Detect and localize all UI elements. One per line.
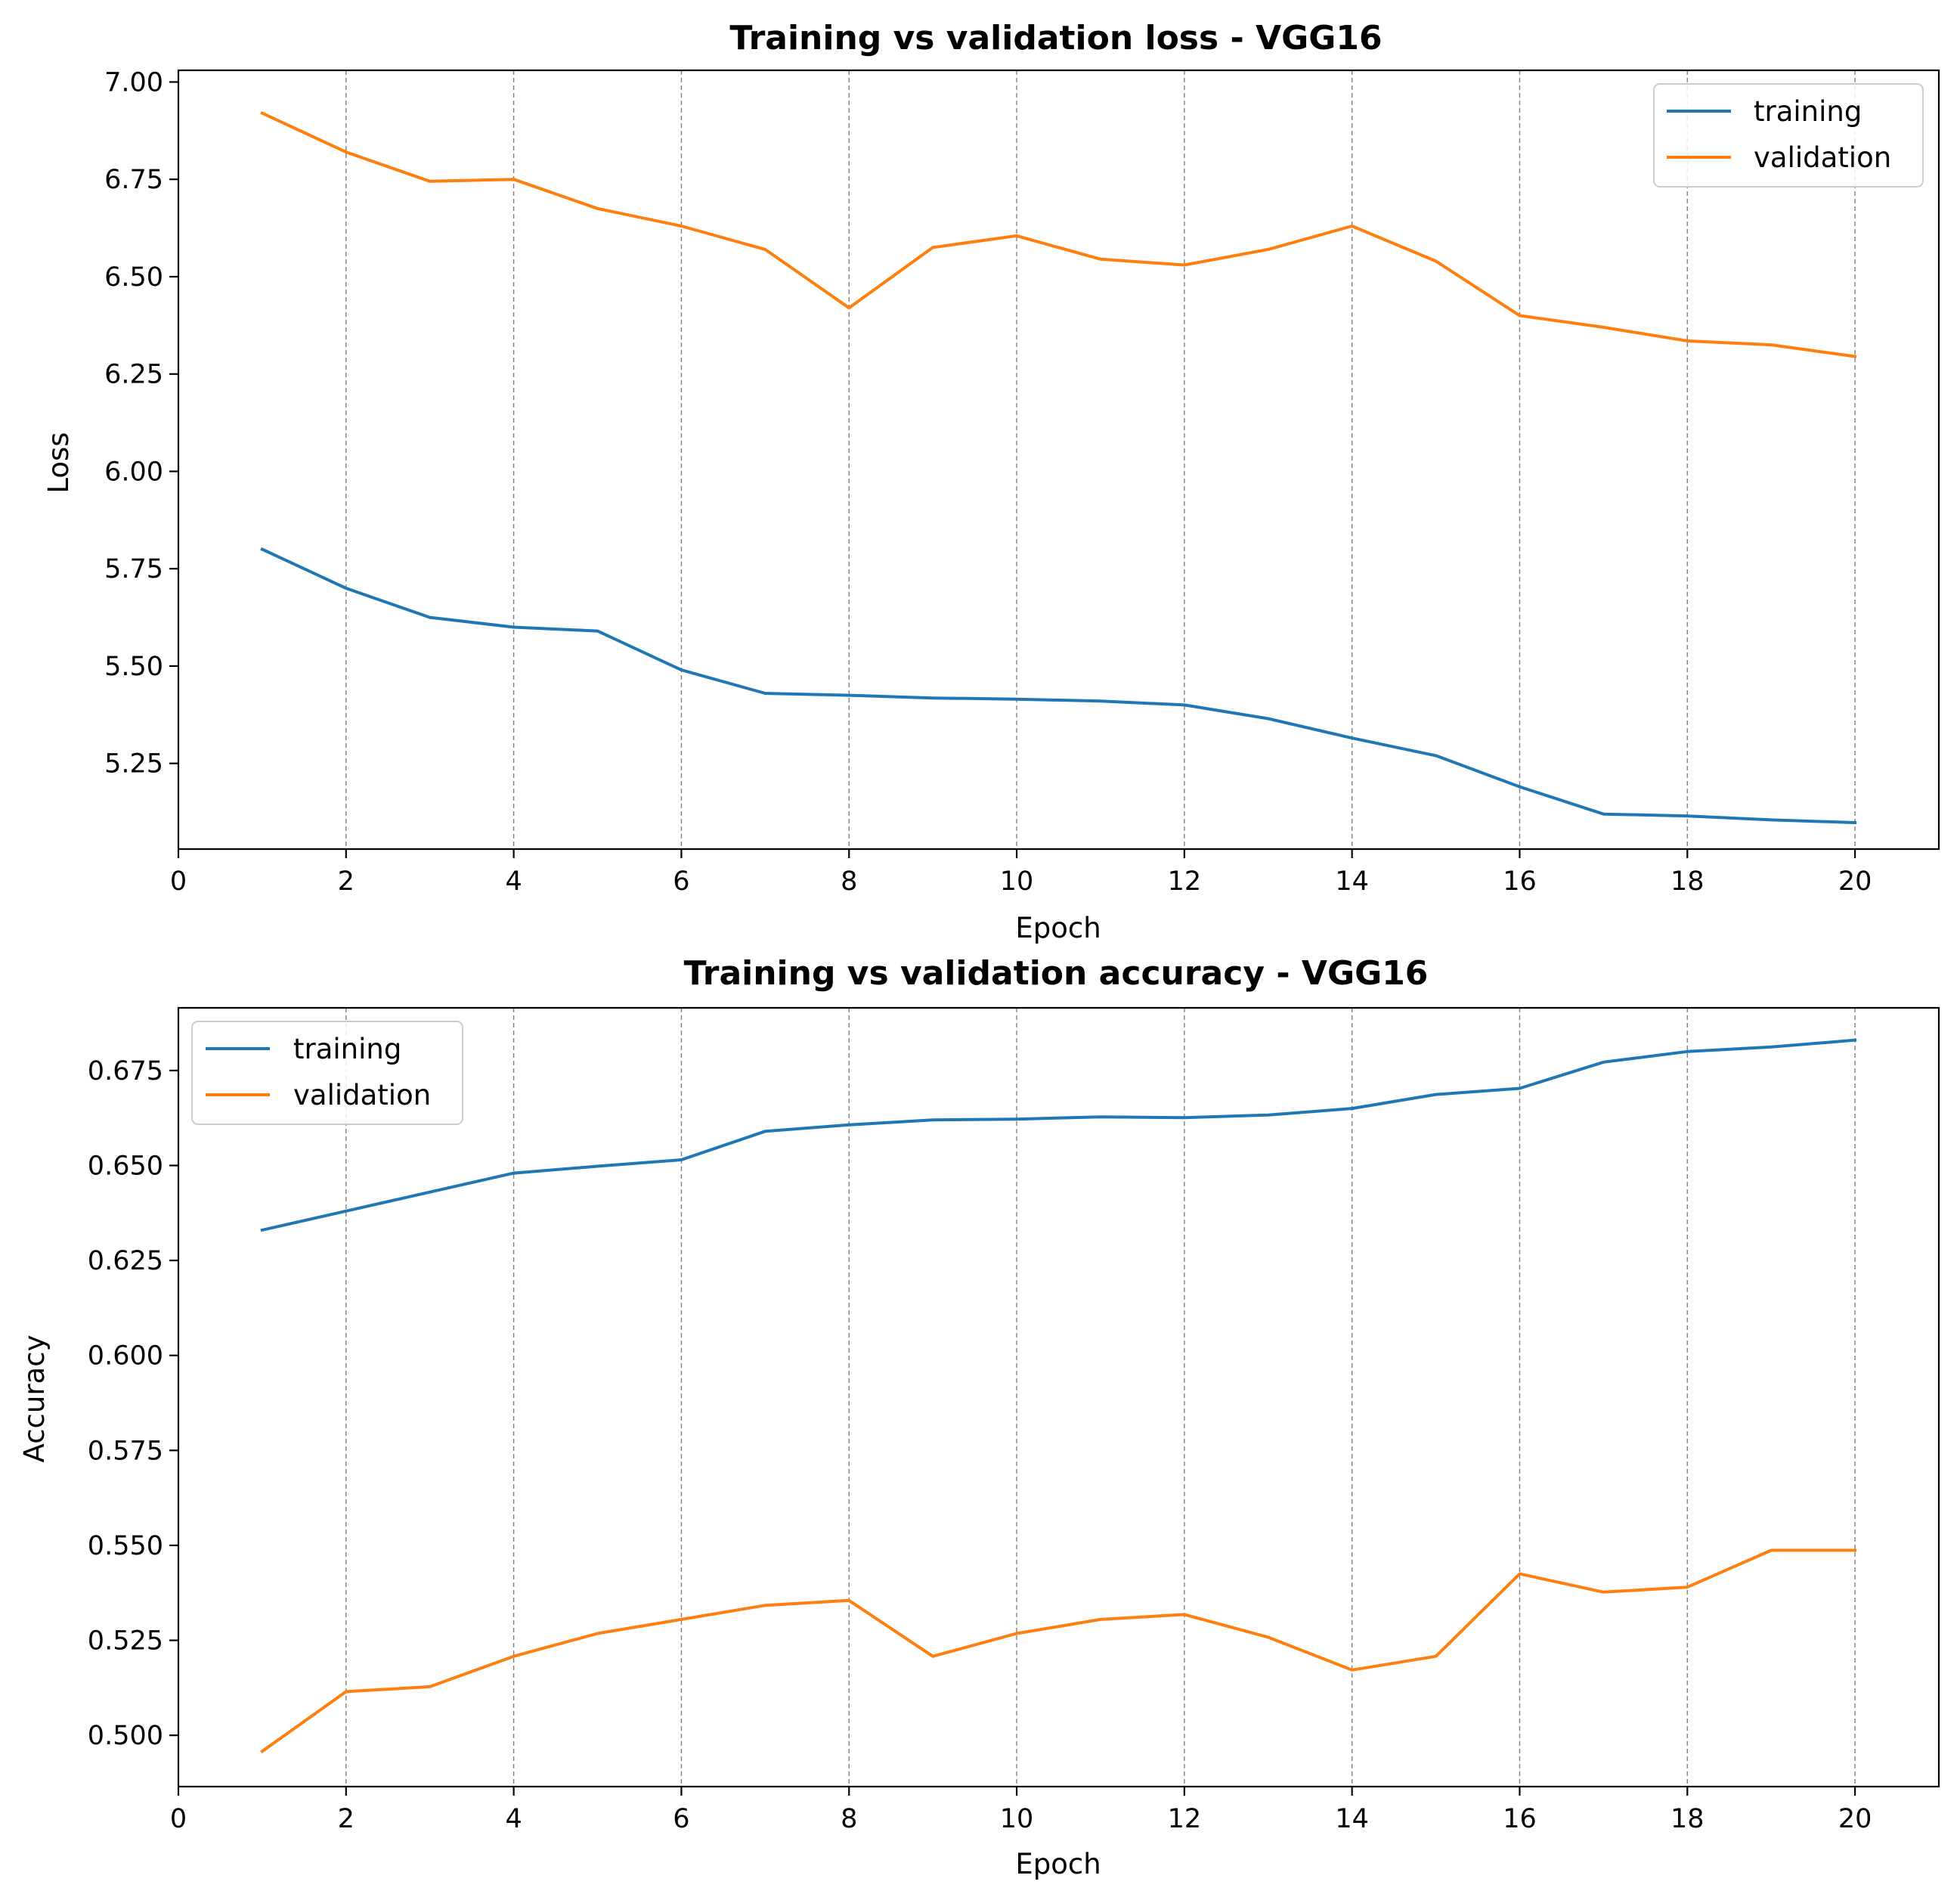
loss-x-tick-label-6: 6 <box>673 866 689 897</box>
accuracy-chart: Training vs validation accuracy - VGG16 … <box>18 954 1940 1880</box>
loss-series <box>260 111 1857 825</box>
accuracy-y-tick-label-0.525: 0.525 <box>88 1626 163 1657</box>
loss-y-tick-label-5.50: 5.50 <box>104 652 163 682</box>
loss-legend-label-validation: validation <box>1754 141 1891 174</box>
loss-y-tick-label-5.75: 5.75 <box>104 554 163 584</box>
loss-series-validation-line <box>260 111 1857 358</box>
accuracy-y-tick-label-0.675: 0.675 <box>88 1056 163 1086</box>
accuracy-x-tick-label-10: 10 <box>1000 1804 1034 1834</box>
loss-x-tick-label-20: 20 <box>1838 866 1872 897</box>
loss-x-tick-label-4: 4 <box>505 866 522 897</box>
accuracy-x-tick-label-4: 4 <box>505 1804 522 1834</box>
accuracy-plot-frame <box>177 1006 1940 1788</box>
loss-y-tick-label-5.25: 5.25 <box>104 749 163 780</box>
accuracy-legend-label-training: training <box>293 1033 401 1065</box>
loss-x-tick-label-10: 10 <box>1000 866 1034 897</box>
loss-x-axis-label: Epoch <box>1015 912 1101 944</box>
accuracy-series <box>260 1038 1857 1754</box>
loss-y-tick-label-6.75: 6.75 <box>104 165 163 195</box>
accuracy-series-training-line <box>260 1038 1857 1232</box>
loss-y-tick-label-6.50: 6.50 <box>104 262 163 293</box>
accuracy-series-validation-line <box>260 1548 1857 1754</box>
accuracy-x-tick-label-12: 12 <box>1168 1804 1202 1834</box>
loss-x-tick-label-0: 0 <box>170 866 187 897</box>
loss-x-tick-label-14: 14 <box>1335 866 1369 897</box>
loss-x-tick-label-16: 16 <box>1503 866 1537 897</box>
accuracy-y-tick-label-0.650: 0.650 <box>88 1151 163 1182</box>
accuracy-legend-label-validation: validation <box>293 1079 431 1111</box>
accuracy-x-tick-label-2: 2 <box>338 1804 355 1834</box>
accuracy-grid <box>345 1008 1856 1787</box>
loss-series-training-line <box>260 547 1857 825</box>
loss-x-tick-label-8: 8 <box>841 866 857 897</box>
loss-y-axis-label: Loss <box>42 432 75 493</box>
loss-x-tick-label-2: 2 <box>338 866 355 897</box>
loss-axis-ticks: 0 2 4 6 8 10 12 14 16 18 20 5.25 5.50 5.75 6.00 6.25 6.5… <box>104 67 1872 897</box>
loss-legend-label-training: training <box>1754 95 1862 128</box>
loss-chart: Training vs validation loss - VGG16 0 2 4 6… <box>42 19 1940 944</box>
accuracy-axis-ticks: 0 2 4 6 8 10 12 14 16 18 20 0.500 0.525 0.550 0.575 0.6… <box>88 1056 1872 1834</box>
accuracy-x-tick-label-0: 0 <box>170 1804 187 1834</box>
accuracy-x-tick-label-6: 6 <box>673 1804 689 1834</box>
accuracy-y-tick-label-0.625: 0.625 <box>88 1246 163 1276</box>
accuracy-x-axis-label: Epoch <box>1015 1848 1101 1880</box>
loss-x-tick-label-12: 12 <box>1168 866 1202 897</box>
loss-plot-frame <box>177 69 1940 851</box>
loss-y-tick-label-6.25: 6.25 <box>104 360 163 390</box>
accuracy-x-tick-label-20: 20 <box>1838 1804 1872 1834</box>
loss-x-tick-label-18: 18 <box>1670 866 1705 897</box>
accuracy-x-tick-label-16: 16 <box>1503 1804 1537 1834</box>
loss-grid <box>345 70 1856 849</box>
accuracy-x-tick-label-18: 18 <box>1670 1804 1705 1834</box>
accuracy-y-tick-label-0.550: 0.550 <box>88 1531 163 1561</box>
loss-y-tick-label-6.00: 6.00 <box>104 457 163 487</box>
accuracy-y-tick-label-0.600: 0.600 <box>88 1341 163 1372</box>
loss-legend: training validation <box>1653 83 1924 188</box>
accuracy-y-tick-label-0.500: 0.500 <box>88 1721 163 1751</box>
accuracy-y-tick-label-0.575: 0.575 <box>88 1436 163 1466</box>
accuracy-y-axis-label: Accuracy <box>18 1335 51 1463</box>
accuracy-legend: training validation <box>191 1021 463 1125</box>
loss-chart-title: Training vs validation loss - VGG16 <box>729 19 1382 57</box>
accuracy-chart-title: Training vs validation accuracy - VGG16 <box>684 954 1429 993</box>
accuracy-x-tick-label-14: 14 <box>1335 1804 1369 1834</box>
loss-y-tick-label-7.00: 7.00 <box>104 67 163 98</box>
accuracy-x-tick-label-8: 8 <box>841 1804 857 1834</box>
